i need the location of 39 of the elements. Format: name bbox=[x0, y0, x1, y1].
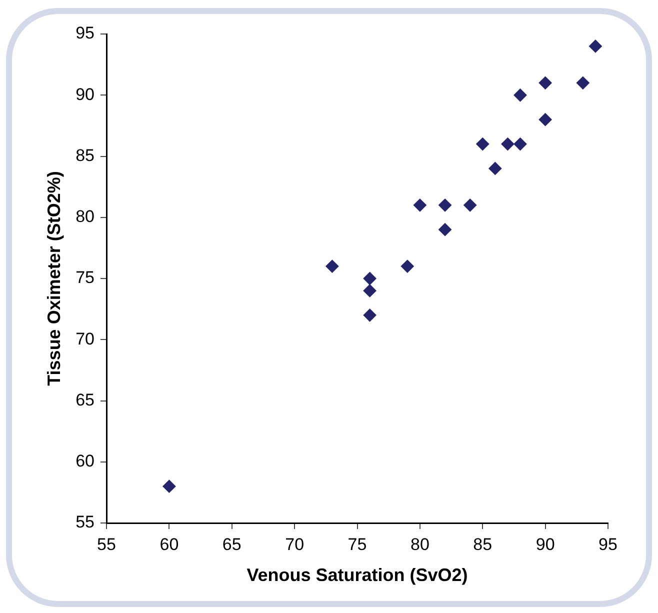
y-tick-label: 80 bbox=[76, 207, 95, 226]
point bbox=[162, 480, 176, 493]
y-tick-label: 60 bbox=[76, 452, 95, 471]
point bbox=[363, 272, 376, 285]
y-tick-label: 95 bbox=[76, 24, 95, 43]
x-tick-label: 55 bbox=[97, 534, 116, 554]
point bbox=[514, 138, 527, 151]
point bbox=[488, 162, 502, 175]
y-tick-label: 85 bbox=[76, 146, 95, 165]
point bbox=[464, 198, 477, 212]
point bbox=[363, 284, 376, 298]
point bbox=[363, 308, 376, 322]
x-tick-label: 85 bbox=[473, 534, 492, 554]
y-axis-title: Tissue Oximeter (StO2%) bbox=[44, 171, 64, 386]
y-tick-label: 75 bbox=[76, 268, 95, 288]
y-tick-label: 65 bbox=[76, 390, 95, 410]
x-tick-label: 80 bbox=[410, 534, 430, 554]
x-axis-title: Venous Saturation (SvO2) bbox=[246, 565, 468, 586]
point bbox=[576, 76, 590, 90]
y-tick-label: 55 bbox=[76, 512, 95, 532]
x-tick-label: 65 bbox=[222, 534, 242, 554]
point bbox=[501, 138, 514, 151]
point bbox=[588, 40, 602, 53]
y-tick-label: 70 bbox=[76, 329, 95, 348]
point bbox=[326, 260, 339, 273]
x-tick-label: 75 bbox=[348, 534, 367, 554]
point bbox=[413, 198, 426, 212]
point bbox=[538, 76, 552, 90]
point bbox=[400, 260, 414, 273]
x-tick-label: 70 bbox=[285, 534, 304, 554]
point bbox=[538, 113, 552, 126]
point bbox=[438, 223, 452, 236]
point bbox=[438, 198, 452, 212]
y-tick-label: 90 bbox=[76, 84, 95, 104]
point bbox=[476, 138, 490, 151]
x-tick-label: 60 bbox=[160, 534, 179, 554]
x-tick-label: 95 bbox=[598, 534, 618, 554]
point bbox=[514, 88, 527, 102]
x-tick-label: 90 bbox=[536, 534, 555, 554]
